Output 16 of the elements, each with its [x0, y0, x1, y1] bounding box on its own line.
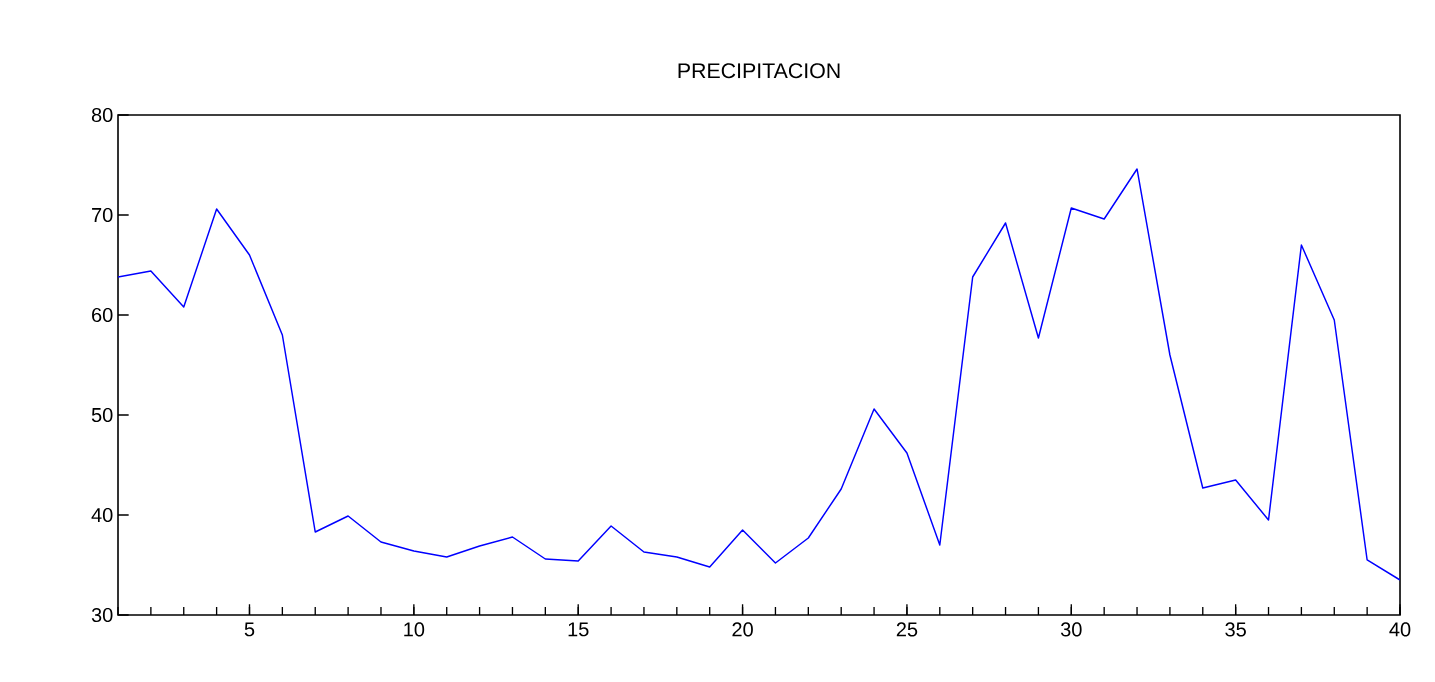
x-tick-label: 10	[404, 622, 425, 637]
x-tick-label: 5	[244, 622, 255, 637]
x-tick-label: 20	[732, 622, 753, 637]
x-tick-label: 35	[1225, 622, 1246, 637]
y-tick-label: 40	[91, 507, 113, 523]
x-tick-label: 40	[1389, 622, 1411, 637]
x-tick-label: 15	[568, 622, 589, 637]
y-tick-label: 60	[92, 307, 113, 323]
y-tick-label: 70	[92, 207, 113, 223]
chart-title: PRECIPITACION	[678, 63, 840, 79]
x-tick-label: 30	[1060, 622, 1082, 637]
y-tick-label: 30	[91, 607, 113, 623]
line-series	[118, 168, 1401, 581]
y-tick-label: 50	[91, 407, 113, 423]
x-tick-label: 25	[896, 622, 918, 637]
y-tick-label: 80	[91, 107, 113, 123]
